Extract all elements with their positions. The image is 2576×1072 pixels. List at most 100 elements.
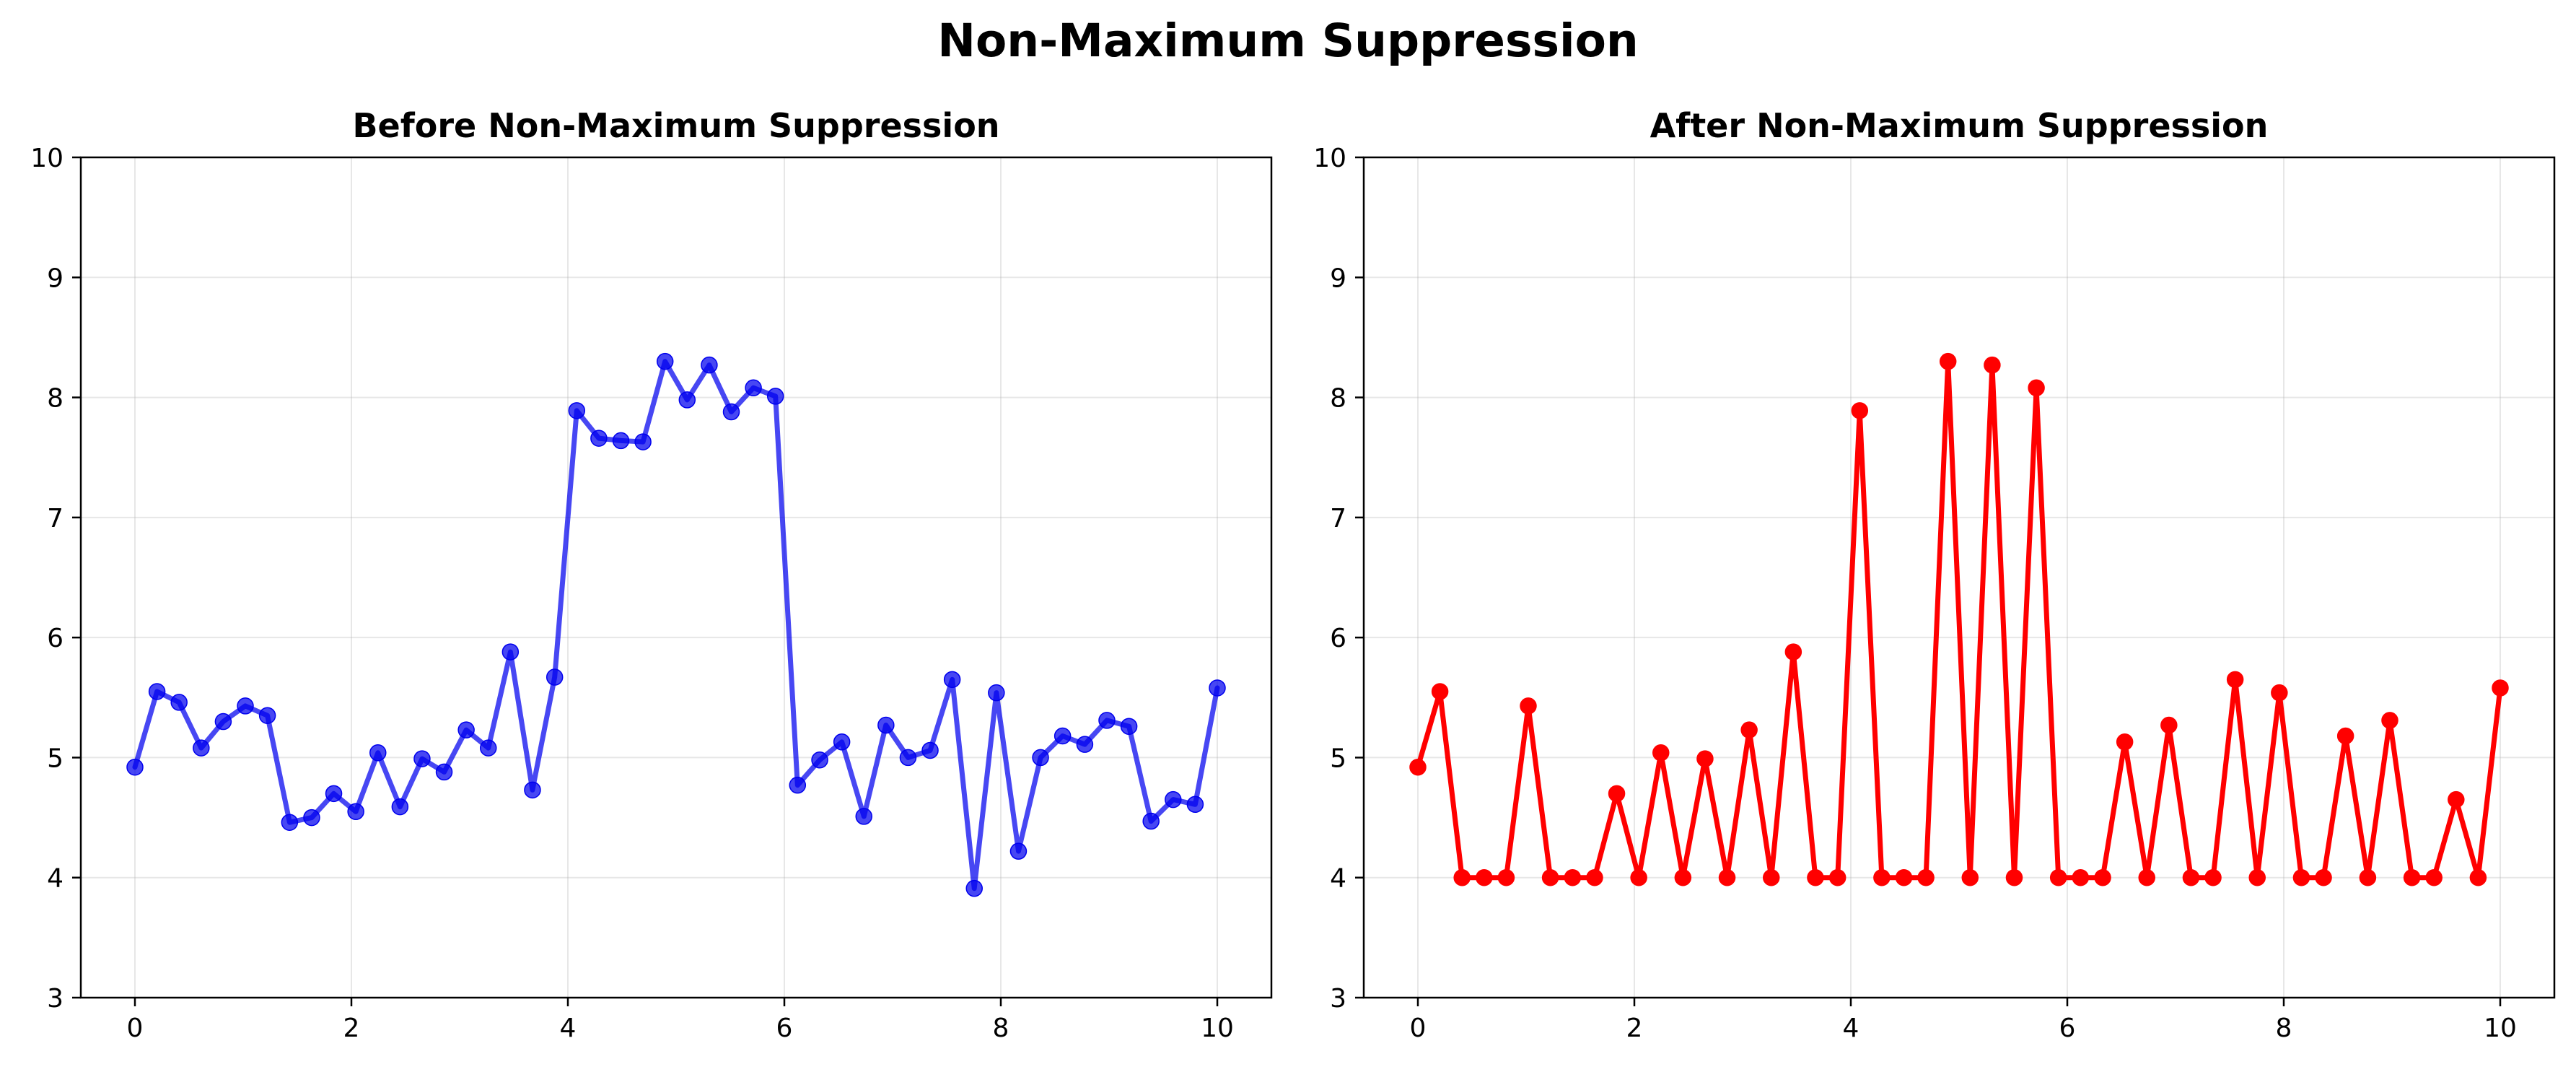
y-tick-label: 7 (1330, 504, 1346, 533)
series-line-before (132, 359, 1220, 892)
y-tick-label: 9 (47, 263, 63, 293)
data-point (2448, 790, 2465, 809)
data-point (965, 879, 983, 897)
data-point (1961, 868, 1979, 886)
data-point (1674, 868, 1692, 886)
data-point (2160, 716, 2178, 734)
data-point (1586, 868, 1603, 886)
data-point (126, 758, 144, 776)
data-point (1409, 758, 1427, 776)
axes-frame-before (79, 156, 1273, 999)
data-point (193, 739, 210, 757)
data-point (1520, 697, 1537, 715)
data-point (1453, 868, 1471, 886)
data-point (524, 781, 541, 799)
data-point (1873, 868, 1891, 886)
data-point (811, 751, 828, 769)
data-point (2116, 733, 2134, 751)
data-point (2204, 868, 2222, 886)
data-point (413, 750, 431, 767)
x-tick-label: 4 (560, 1014, 577, 1043)
data-point (1476, 868, 1493, 886)
data-point (656, 352, 674, 370)
data-point (237, 697, 254, 715)
x-tick-label: 2 (1626, 1014, 1643, 1043)
data-point (612, 432, 630, 450)
data-point (1098, 712, 1116, 729)
data-point (1564, 868, 1582, 886)
chart-panel-after: After Non-Maximum Suppression 0 2 4 6 8 10 3 4 5 6… (1313, 106, 2556, 1043)
y-tick-label: 3 (1330, 984, 1346, 1014)
data-point (501, 643, 520, 661)
data-point (921, 741, 939, 759)
data-point (1053, 727, 1072, 745)
data-point (722, 403, 740, 421)
figure-title: Non-Maximum Suppression (937, 14, 1638, 67)
data-point (1541, 868, 1559, 886)
y-tick-label: 5 (1330, 744, 1346, 773)
data-point (2292, 868, 2310, 886)
data-point (2049, 868, 2067, 886)
data-point (325, 785, 343, 803)
data-point (1120, 718, 1138, 735)
x-tick-label: 6 (2059, 1014, 2076, 1043)
data-point (1186, 796, 1204, 814)
y-tick-label: 4 (47, 864, 63, 894)
data-point (766, 388, 784, 405)
x-tick-label: 0 (1410, 1014, 1427, 1043)
data-point (2425, 868, 2443, 886)
chart-panel-before: Before Non-Maximum Suppression 0 2 4 6 8 10 3 4 5… (30, 106, 1273, 1043)
axes-frame-after (1362, 156, 2556, 999)
data-point (170, 694, 188, 711)
data-point (214, 713, 232, 731)
data-point (1984, 356, 2001, 374)
data-point (1142, 812, 1160, 830)
data-point (701, 356, 718, 374)
data-point (1076, 736, 1094, 753)
data-point (1807, 868, 1824, 886)
data-point (369, 744, 387, 762)
data-point (2469, 868, 2487, 886)
y-tick-label: 3 (47, 984, 63, 1014)
data-point (2248, 868, 2266, 886)
panel-title-before: Before Non-Maximum Suppression (352, 106, 999, 145)
data-point (1895, 868, 1913, 886)
data-point (2182, 868, 2200, 886)
y-tick-label: 8 (1330, 384, 1346, 414)
data-point (1763, 868, 1780, 886)
data-point (943, 671, 961, 689)
data-point (988, 684, 1005, 702)
data-point (1652, 744, 1670, 762)
data-point (2072, 868, 2090, 886)
x-tick-label: 8 (2276, 1014, 2292, 1043)
data-point (678, 391, 696, 409)
y-tick-label: 8 (47, 384, 63, 414)
data-point (2336, 727, 2354, 745)
y-tick-label: 7 (47, 504, 63, 533)
data-point (391, 798, 409, 816)
y-tick-label: 10 (30, 144, 63, 173)
y-tick-label: 10 (1313, 144, 1346, 173)
y-tick-label: 4 (1330, 864, 1346, 894)
y-tick-label: 6 (47, 624, 63, 653)
data-point (2381, 712, 2398, 729)
data-point (1740, 721, 1758, 738)
data-point (281, 814, 299, 831)
data-point (1497, 868, 1515, 886)
data-point (1851, 402, 1869, 419)
data-point (634, 433, 652, 450)
data-point (435, 763, 453, 781)
x-tick-label: 2 (343, 1014, 360, 1043)
x-tick-label: 6 (776, 1014, 793, 1043)
x-tick-label: 10 (2484, 1014, 2517, 1043)
data-point (1608, 785, 1626, 803)
data-point (877, 716, 895, 734)
data-point (2094, 868, 2111, 886)
data-point (2271, 684, 2288, 702)
data-point (546, 668, 564, 686)
data-point (1009, 842, 1028, 860)
data-point (480, 739, 497, 757)
data-point (1718, 868, 1736, 886)
